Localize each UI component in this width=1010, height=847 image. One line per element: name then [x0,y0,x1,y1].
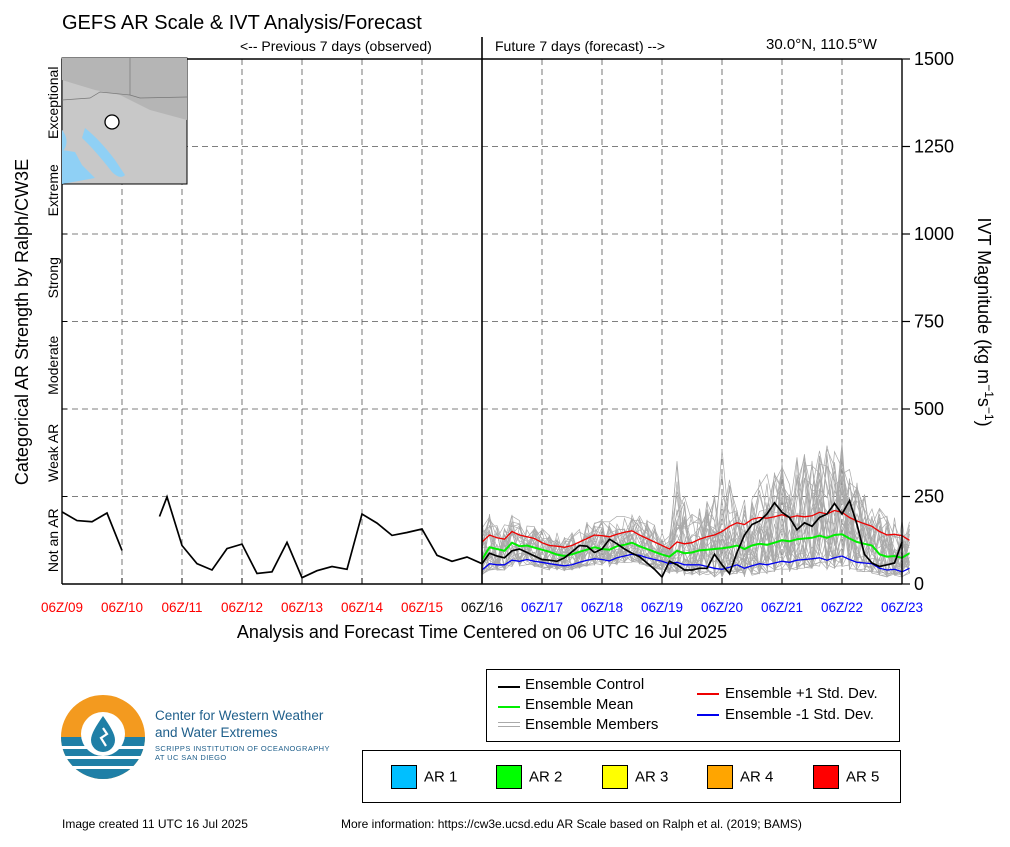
ar-scale-item-5: AR 5 [813,765,879,789]
location-label: 30.0°N, 110.5°W [766,36,877,53]
location-marker [104,114,120,130]
legend-members-label: Ensemble Members [525,716,659,733]
chart-title: GEFS AR Scale & IVT Analysis/Forecast [62,12,422,34]
x-tick-label: 06Z/19 [641,600,683,615]
ar-scale-item-4: AR 4 [707,765,773,789]
logo-line-1: Center for Western Weather [155,708,324,723]
y-tick-label: 0 [914,574,924,594]
x-tick-label: 06Z/11 [161,600,202,615]
y-tick-label: 1000 [914,224,954,244]
y-tick-label: 1250 [914,137,954,157]
ar-5-swatch [813,765,839,789]
ensemble-member-line [481,462,910,576]
logo-affiliation: SCRIPPS INSTITUTION OF OCEANOGRAPHY AT U… [155,744,330,762]
ar-4-swatch [707,765,733,789]
legend-plus-sd-swatch [697,693,719,695]
x-tick-label: 06Z/15 [401,600,443,615]
location-inset-map [61,57,188,185]
ar-2-label: AR 2 [529,768,563,786]
ar-4-label: AR 4 [740,768,774,786]
x-axis-label: Analysis and Forecast Time Centered on 0… [236,622,728,642]
x-tick-label: 06Z/09 [41,600,83,615]
logo-line-2: and Water Extremes [155,725,278,740]
ensemble-member-line [481,465,910,576]
legend-minus-sd-label: Ensemble -1 Std. Dev. [725,706,874,723]
ar-category-labels: Not an AR Weak AR Moderate Strong Extreme Exc… [45,67,61,573]
left-axis-label: Categorical AR Strength by Ralph/CW3E [12,159,32,485]
ar-3-label: AR 3 [635,768,669,786]
ensemble-member-line [481,473,910,576]
x-tick-label: 06Z/21 [761,600,803,615]
ar-category-label: Moderate [45,335,61,394]
ensemble-plus-sd-line [481,509,910,550]
legend-members-swatch [498,722,520,723]
legend-control-label: Ensemble Control [525,676,645,693]
inset-map-gulf-of-california [82,128,125,177]
inset-map-border [61,91,188,101]
y-tick-label: 1500 [914,49,954,69]
y-tick-label: 750 [914,312,944,332]
previous-period-label: <-- Previous 7 days (observed) [240,38,432,54]
axes-layer: 06Z/09 06Z/10 06Z/11 06Z/12 06Z/13 06Z/14 06Z/… [41,37,954,615]
ar-5-label: AR 5 [846,768,880,786]
ar-1-label: AR 1 [424,768,458,786]
x-tick-label: 06Z/10 [101,600,143,615]
ensemble-member-line [481,452,910,576]
inset-map-water-north [62,130,67,150]
ar-category-label: Weak AR [45,424,61,482]
right-axis-label: IVT Magnitude (kg m−1s−1) [974,217,996,426]
ar-2-swatch [496,765,522,789]
inset-map-pacific [62,150,95,184]
more-info-note: More information: https://cw3e.ucsd.edu … [341,817,802,831]
legend-mean-label: Ensemble Mean [525,696,634,713]
x-tick-label: 06Z/17 [521,600,563,615]
ensemble-control-line [158,494,903,579]
ar-category-label: Exceptional [45,67,61,139]
x-tick-label: 06Z/18 [581,600,623,615]
ar-3-swatch [602,765,628,789]
inset-map-highlands [62,58,187,120]
ensemble-control-line [61,511,123,551]
ensemble-mean-line [481,533,911,561]
ar-scale-item-3: AR 3 [602,765,668,789]
legend-members-swatch-2 [498,726,520,727]
x-tick-label: 06Z/13 [281,600,323,615]
ensemble-minus-sd-line [481,553,910,573]
legend-mean-swatch [498,706,520,708]
x-tick-label: 06Z/16 [461,600,503,615]
ar-scale-item-2: AR 2 [496,765,562,789]
ar-category-label: Extreme [45,164,61,216]
ar-category-label: Not an AR [45,508,61,572]
logo-org-name: Center for Western Weather and Water Ext… [155,707,323,741]
x-tick-label: 06Z/14 [341,600,384,615]
ensemble-member-line [481,474,910,575]
x-tick-label: 06Z/23 [881,600,923,615]
legend-minus-sd-swatch [697,714,719,716]
future-period-label: Future 7 days (forecast) --> [495,38,666,54]
ar-category-label: Strong [45,257,61,298]
ensemble-legend: Ensemble Control Ensemble Mean Ensemble … [486,669,900,742]
ensemble-member-line [481,482,910,576]
logo-line-4: AT UC SAN DIEGO [155,753,227,762]
ar-scale-legend: AR 1 AR 2 AR 3 AR 4 AR 5 [362,750,901,803]
x-tick-label: 06Z/22 [821,600,863,615]
image-created-note: Image created 11 UTC 16 Jul 2025 [62,817,248,831]
y-tick-label: 500 [914,399,944,419]
cw3e-logo-icon [61,695,145,779]
logo-line-3: SCRIPPS INSTITUTION OF OCEANOGRAPHY [155,744,330,753]
x-tick-label: 06Z/12 [221,600,263,615]
x-tick-label: 06Z/20 [701,600,743,615]
legend-plus-sd-label: Ensemble +1 Std. Dev. [725,685,878,702]
ar-scale-item-1: AR 1 [391,765,457,789]
ensemble-lines-layer [61,494,911,579]
ar-1-swatch [391,765,417,789]
legend-control-swatch [498,686,520,688]
y-tick-label: 250 [914,487,944,507]
